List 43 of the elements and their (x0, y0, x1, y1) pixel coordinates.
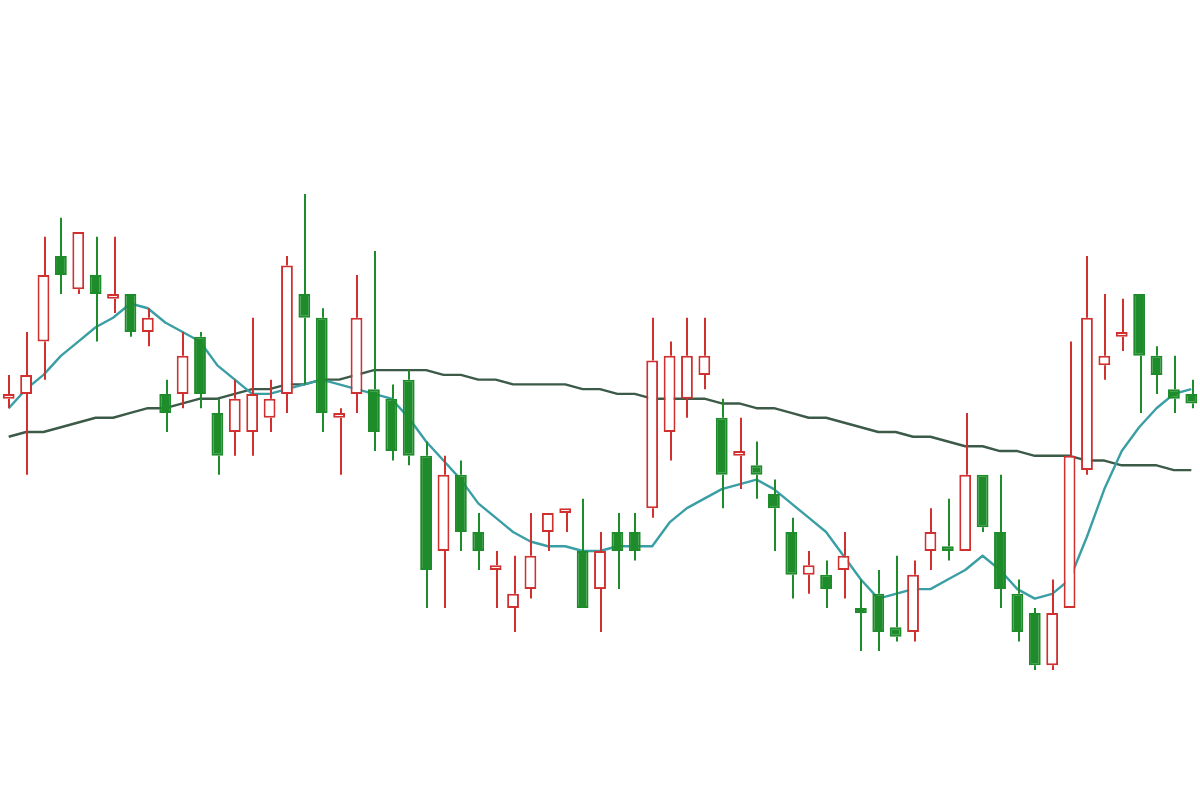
candlestick (1028, 607, 1041, 671)
candlestick (333, 407, 346, 476)
candlestick (489, 550, 502, 610)
candlestick (1185, 378, 1198, 410)
candlestick (298, 193, 311, 386)
candlestick (750, 440, 763, 500)
candlestick (889, 554, 902, 643)
candlestick (402, 369, 415, 467)
candlestick (594, 530, 606, 633)
candlestick (1115, 297, 1128, 353)
candlestick (576, 497, 589, 609)
candlestick (959, 411, 972, 551)
candlestick (281, 254, 293, 414)
candlestick (646, 316, 659, 519)
candlestick (211, 397, 224, 476)
candlestick (315, 307, 328, 433)
candlestick (907, 559, 919, 643)
candlestick (785, 516, 798, 600)
candlestick (1011, 578, 1024, 643)
candlestick (72, 232, 85, 295)
candlestick (994, 473, 1006, 610)
candlestick (733, 416, 746, 491)
candlestick (715, 397, 728, 510)
candlestick (976, 474, 989, 533)
candlestick (454, 459, 467, 552)
candlestick (107, 235, 119, 314)
candlestick (368, 250, 380, 453)
candlestick (246, 316, 259, 457)
candlestick (854, 578, 867, 652)
candlestick (941, 497, 954, 562)
candlestick (37, 235, 50, 381)
candlestick (228, 378, 241, 457)
candlestick (194, 331, 206, 410)
candlestick (2, 373, 15, 410)
candlestick (385, 383, 398, 462)
candlestick (872, 569, 885, 652)
candlestick (176, 331, 189, 410)
candlestick (1046, 578, 1059, 671)
candlestick (681, 316, 693, 419)
candlestick (1133, 293, 1146, 414)
candlestick (420, 440, 432, 610)
candlestick (1081, 254, 1093, 476)
candlestick (1168, 354, 1180, 414)
